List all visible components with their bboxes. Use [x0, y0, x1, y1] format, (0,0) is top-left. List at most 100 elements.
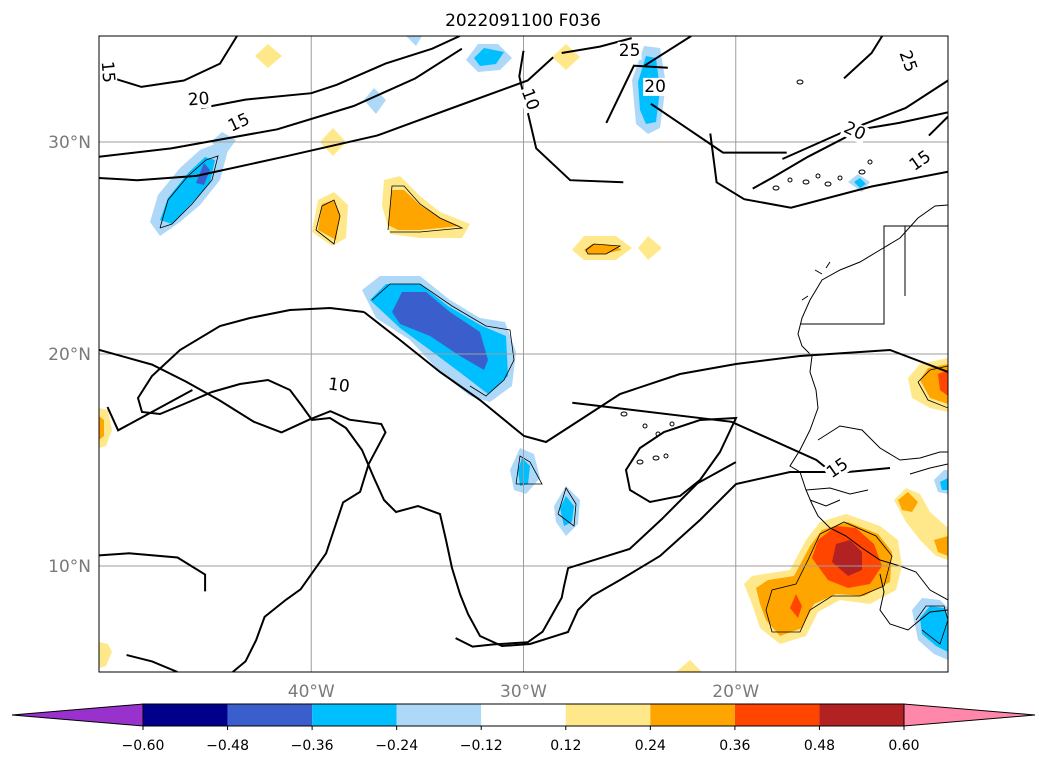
island-13 [815, 173, 821, 179]
contour-10-trough [136, 306, 891, 648]
contour-10-ridge [363, 311, 948, 444]
contour-label-bg-10 [895, 47, 921, 76]
contour-line-1 [99, 552, 207, 592]
anomaly-region-18 [474, 48, 504, 66]
coastline-7 [879, 573, 948, 631]
anomaly-outline-5 [515, 455, 543, 485]
anomaly-region-13 [255, 44, 282, 68]
contour-line-8 [518, 50, 624, 184]
island-11 [824, 181, 832, 187]
coastline-8 [801, 261, 831, 301]
contour-label-7: 20 [644, 77, 666, 97]
anomaly-region-34 [832, 540, 862, 576]
contour-line-17 [843, 36, 884, 80]
contour-label-bg-4 [97, 59, 118, 85]
x-tick-label-0: 40°W [288, 682, 335, 702]
contour-line-4 [126, 654, 178, 672]
anomaly-outline-7 [765, 521, 893, 633]
contour-line-18 [928, 115, 948, 137]
island-12 [837, 175, 843, 181]
anomaly-outline-4 [585, 243, 622, 255]
anomaly-region-30 [676, 660, 702, 672]
colorbar-bin-0 [143, 704, 228, 726]
anomaly-outline-3 [315, 199, 341, 245]
anomaly-outline-6 [557, 487, 577, 527]
contour-line-19 [455, 461, 737, 648]
coastline-6 [909, 463, 948, 475]
island-8 [772, 185, 780, 191]
gridlines [99, 36, 948, 672]
y-tick-label-2: 30°N [48, 133, 91, 153]
colorbar-bin-2 [312, 704, 397, 726]
anomaly-region-38 [938, 370, 948, 396]
colorbar-bin-7 [734, 704, 820, 726]
anomaly-fill-layer [99, 36, 948, 672]
contour-label-bg-6 [186, 89, 212, 110]
island-6 [663, 453, 669, 459]
colorbar-tick-label-6: 0.24 [635, 738, 666, 754]
colorbar-bin-3 [396, 704, 482, 726]
contour-label-6: 20 [187, 89, 210, 111]
colorbar-tick-label-7: 0.36 [719, 738, 750, 754]
contour-line-14 [709, 133, 948, 209]
contour-line-6 [561, 37, 632, 54]
contour-label-bg-2 [822, 454, 853, 483]
x-tick-label-1: 30°W [500, 682, 547, 702]
anomaly-outline-8 [917, 365, 948, 409]
contour-line-3 [572, 401, 828, 470]
colorbar-tick-label-4: −0.12 [460, 738, 503, 754]
contour-line-13 [752, 111, 948, 190]
colorbar-tick-label-5: 0.12 [550, 738, 581, 754]
coastline-0 [789, 204, 948, 601]
island-14 [858, 169, 866, 175]
contour-lines [99, 36, 948, 672]
colorbar-tick-label-1: −0.48 [206, 738, 249, 754]
anomaly-region-47 [854, 178, 866, 188]
colorbar-tick-label-0: −0.60 [122, 738, 165, 754]
island-15 [867, 159, 873, 165]
anomaly-region-27 [99, 408, 112, 448]
anomaly-region-45 [940, 478, 948, 490]
y-tick-label-1: 20°N [48, 345, 91, 365]
contour-label-bg-0 [325, 375, 352, 397]
chart-title: 2022091100 F036 [445, 11, 601, 31]
colorbar: −0.60 −0.48 −0.36 −0.24 −0.12 0.12 0.24 0.36 0.4… [11, 703, 1036, 754]
contour-line-2 [106, 389, 193, 432]
contour-line-7 [99, 47, 463, 158]
anomaly-region-5 [392, 292, 488, 370]
contour-label-bg-3 [224, 109, 254, 137]
colorbar-bin-1 [227, 704, 313, 726]
coastline-1 [800, 225, 948, 325]
island-9 [787, 177, 793, 183]
coastline-3 [817, 425, 948, 461]
contour-label-bg-5 [905, 146, 936, 176]
island-10 [802, 179, 810, 185]
anomaly-region-41 [934, 536, 948, 556]
island-4 [636, 459, 644, 465]
contour-line-16 [781, 79, 948, 160]
colorbar-tick-label-3: −0.24 [375, 738, 418, 754]
contour-line-9 [605, 64, 668, 124]
contour-label-bg-9 [617, 41, 642, 60]
anomaly-outline-1 [371, 283, 515, 397]
colorbar-frame [142, 703, 905, 727]
anomaly-region-28 [99, 416, 104, 440]
contour-label-bg-7 [643, 77, 668, 96]
y-tick-label-0: 10°N [48, 557, 91, 577]
coastline-4 [805, 487, 869, 495]
colorbar-bin-5 [565, 704, 651, 726]
x-tick-label-2: 20°W [712, 682, 759, 702]
anomaly-region-29 [99, 642, 112, 668]
island-0 [620, 411, 628, 417]
colorbar-bin-6 [650, 704, 735, 726]
contour-line-15 [643, 36, 692, 67]
contour-line-5 [99, 56, 554, 182]
contour-line-0 [99, 348, 387, 672]
anomaly-region-7 [388, 190, 460, 230]
coastline-layer [620, 79, 948, 631]
island-7 [796, 79, 804, 85]
anomaly-region-40 [898, 492, 918, 512]
contour-label-9: 25 [619, 41, 641, 61]
